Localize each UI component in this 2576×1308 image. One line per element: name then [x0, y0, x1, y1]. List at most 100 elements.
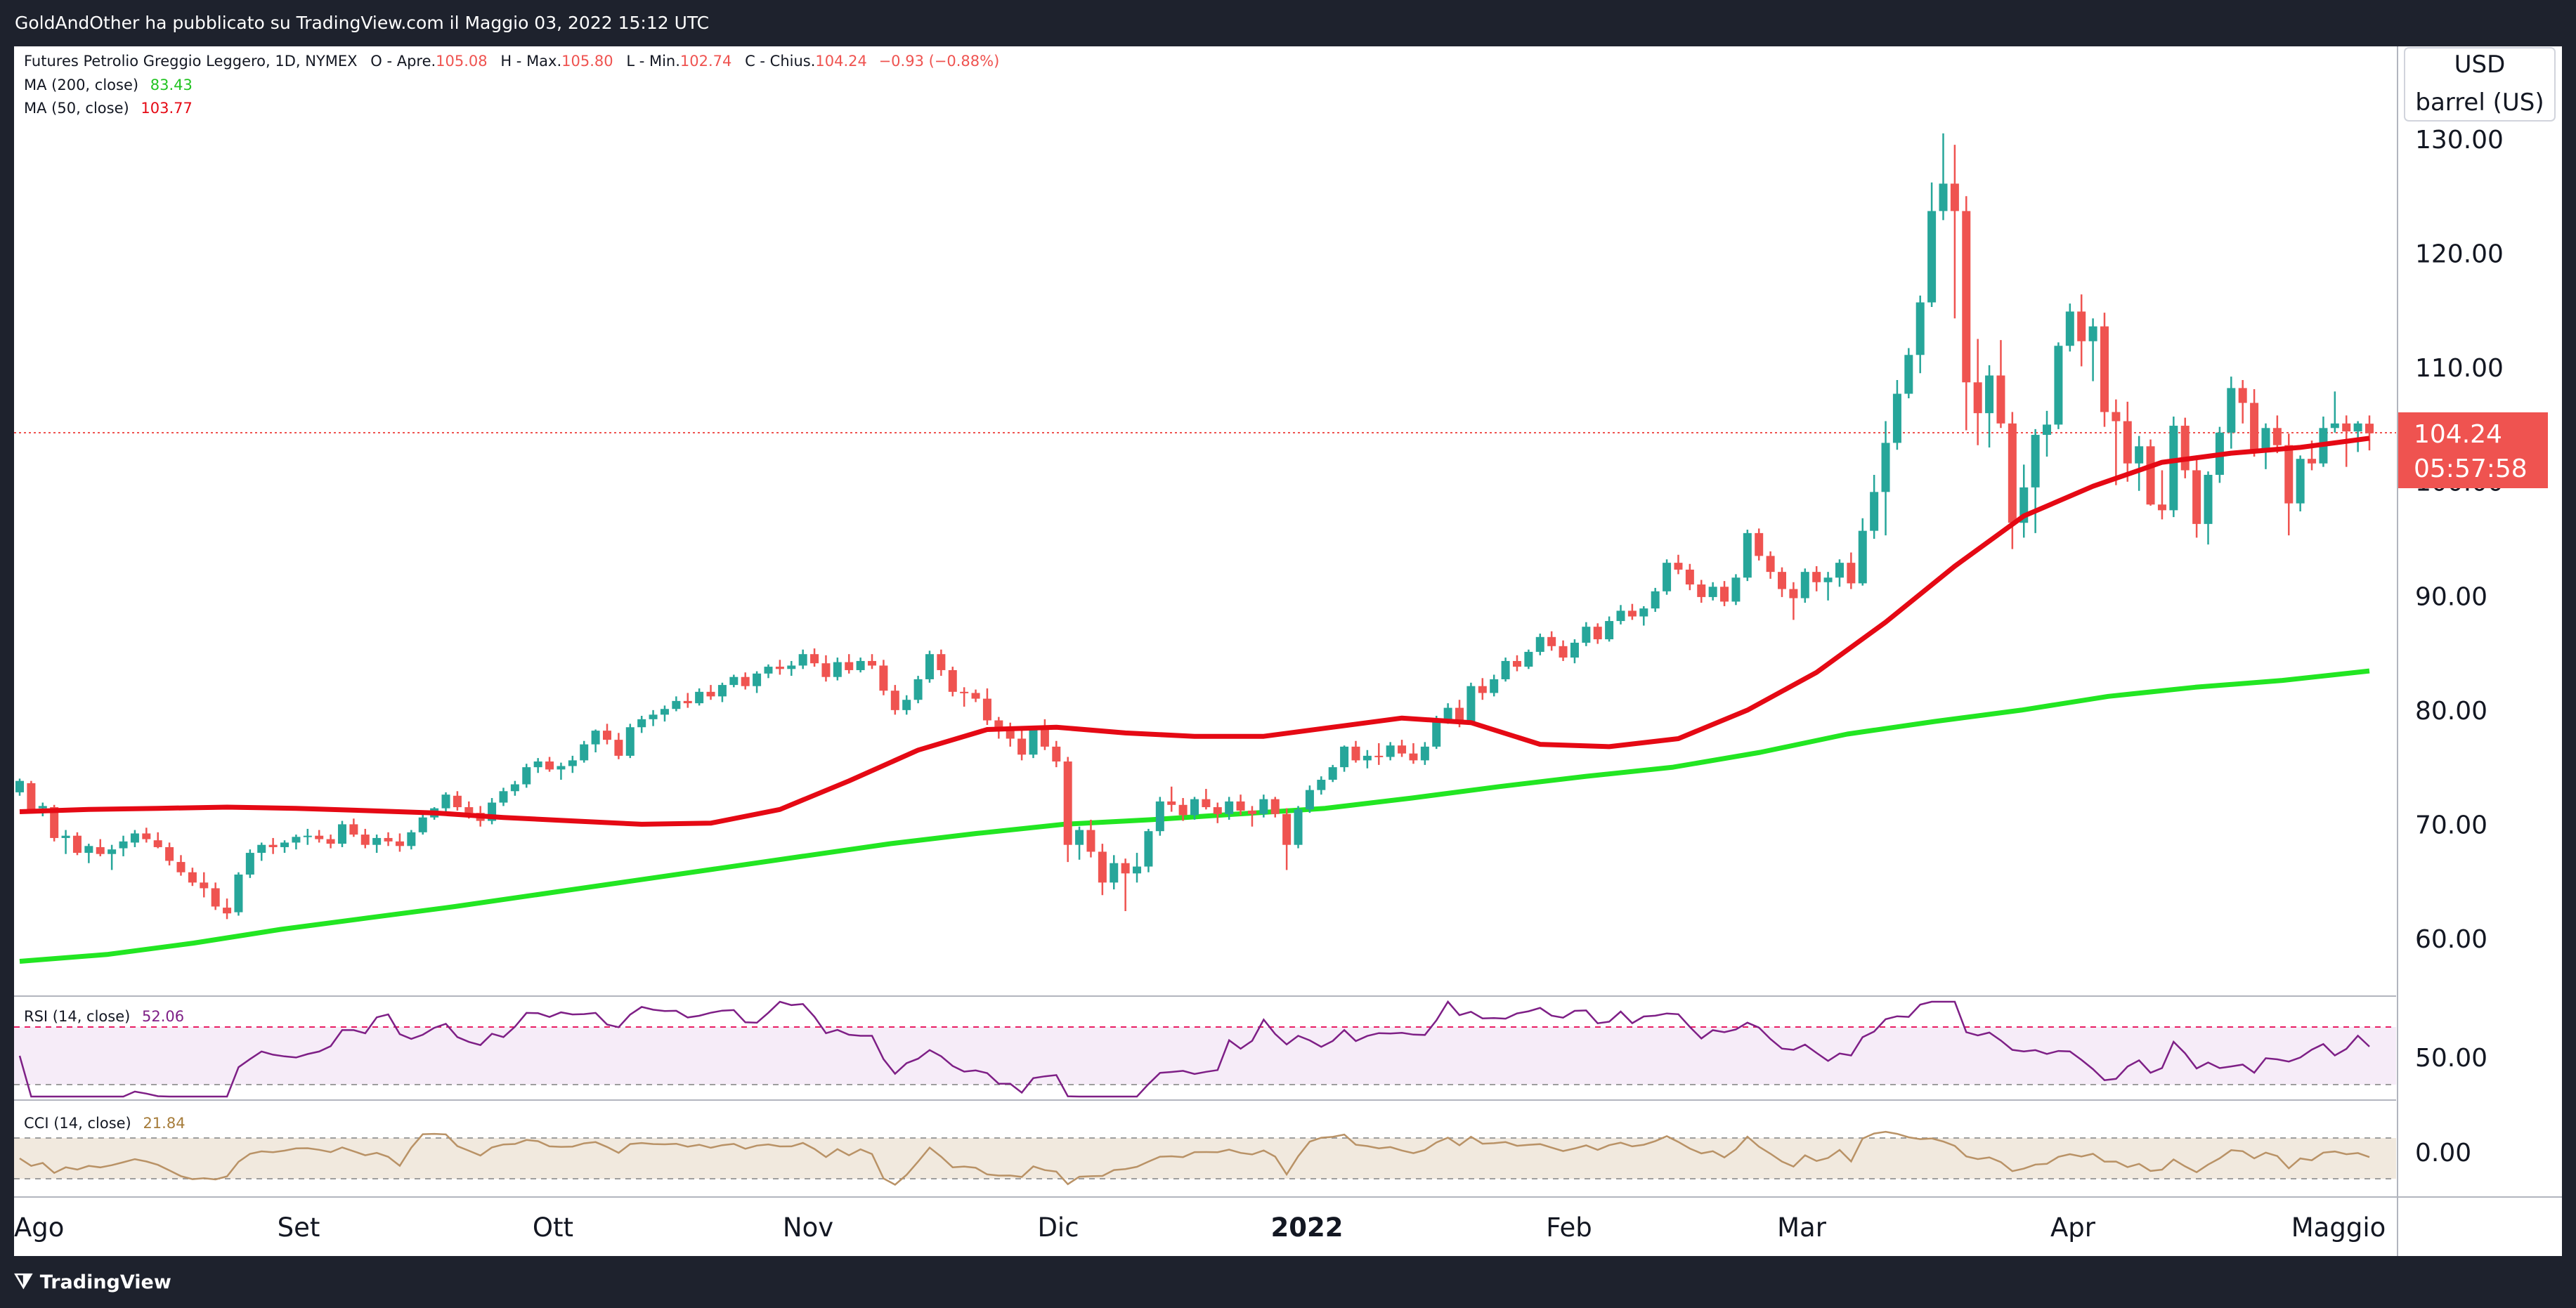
- candle: [1593, 623, 1602, 644]
- candle: [591, 729, 600, 753]
- price-tick: 130.00: [2415, 126, 2504, 155]
- candle: [15, 778, 24, 796]
- tradingview-logo[interactable]: ⧩ TradingView: [14, 1269, 171, 1296]
- legend-close-value: 104.24: [815, 53, 866, 70]
- candle: [787, 660, 796, 676]
- candle: [280, 840, 290, 854]
- candle: [1663, 559, 1672, 595]
- candle: [2353, 421, 2362, 452]
- candle: [2261, 423, 2270, 469]
- candle: [1858, 518, 1867, 586]
- legend-ma200-label: MA (200, close): [24, 77, 138, 93]
- candle: [845, 654, 854, 674]
- candle: [2169, 417, 2178, 518]
- legend-ma200-value: 83.43: [150, 77, 193, 93]
- candle: [1167, 786, 1176, 812]
- candle: [337, 820, 346, 847]
- rsi-scale-tick: 50.00: [2415, 1044, 2487, 1073]
- candle: [1362, 750, 1372, 769]
- candle: [545, 757, 554, 772]
- candle: [741, 672, 750, 690]
- candle: [706, 685, 715, 700]
- ma50-line: [19, 436, 2370, 827]
- candle: [1190, 797, 1199, 820]
- candle: [1236, 794, 1245, 816]
- legend-low-value: 102.74: [680, 53, 731, 70]
- candle: [2192, 455, 2201, 538]
- candle: [1133, 853, 1142, 883]
- rsi-line: [18, 1000, 2370, 1098]
- candle: [2077, 294, 2086, 367]
- chart-canvas[interactable]: Futures Petrolio Greggio Leggero, 1D, NY…: [14, 46, 2562, 1256]
- candle: [1766, 551, 1775, 579]
- time-tick: Dic: [1037, 1212, 1079, 1243]
- candle: [2135, 436, 2144, 491]
- tradingview-logo-text: TradingView: [39, 1271, 171, 1293]
- candle: [1720, 581, 1729, 606]
- candle: [649, 709, 658, 726]
- candle: [119, 835, 128, 856]
- candle: [303, 828, 312, 845]
- candle: [637, 715, 646, 733]
- candle: [1800, 568, 1809, 603]
- price-tick: 120.00: [2415, 240, 2504, 269]
- candle: [2146, 439, 2155, 506]
- candle: [1270, 797, 1280, 818]
- candle: [1616, 605, 1625, 624]
- candle: [2031, 429, 2040, 533]
- candle: [1121, 858, 1130, 911]
- time-tick: Feb: [1546, 1212, 1592, 1243]
- candle: [1052, 740, 1061, 768]
- legend-low-label: L - Min.: [626, 53, 680, 70]
- candle: [2054, 342, 2063, 429]
- time-tick: 2022: [1271, 1212, 1344, 1243]
- candle: [1904, 348, 1913, 399]
- candle: [753, 671, 762, 693]
- candle: [1639, 606, 1648, 626]
- candle: [614, 733, 623, 759]
- unit-label[interactable]: barrel (US): [2415, 89, 2544, 117]
- candle: [625, 724, 635, 759]
- candle: [2100, 313, 2109, 427]
- candle: [257, 842, 266, 861]
- candle: [441, 792, 450, 813]
- candle: [372, 835, 382, 854]
- unit-selector[interactable]: [2404, 47, 2556, 122]
- time-tick: Ago: [14, 1212, 64, 1243]
- candle: [2365, 415, 2374, 451]
- candle: [453, 791, 462, 811]
- candle: [1202, 789, 1211, 810]
- currency-label[interactable]: USD: [2454, 51, 2506, 79]
- time-tick: Maggio: [2291, 1212, 2386, 1243]
- candle: [1535, 633, 1544, 655]
- candle: [1881, 421, 1890, 536]
- price-tick: 110.00: [2415, 354, 2504, 383]
- candle: [902, 695, 911, 715]
- candle: [925, 650, 934, 683]
- candle: [868, 654, 877, 669]
- candle: [1063, 757, 1072, 863]
- time-tick: Ott: [533, 1212, 573, 1243]
- candle: [1478, 678, 1487, 700]
- chart-frame: Futures Petrolio Greggio Leggero, 1D, NY…: [14, 46, 2562, 1256]
- candle: [315, 830, 324, 843]
- candle: [948, 667, 957, 697]
- candle: [418, 813, 427, 835]
- candle: [1605, 616, 1614, 642]
- rsi-legend-label: RSI (14, close): [24, 1008, 130, 1025]
- candle: [764, 664, 773, 679]
- candle: [2204, 471, 2213, 545]
- candle: [1098, 844, 1107, 896]
- legend-ma50-value: 103.77: [141, 100, 192, 117]
- candle: [1870, 474, 1879, 539]
- last-price-label: 104.24: [2414, 420, 2502, 449]
- candle: [2157, 470, 2166, 520]
- top-bar: GoldAndOther ha pubblicato su TradingVie…: [0, 0, 2576, 46]
- publish-attribution: GoldAndOther ha pubblicato su TradingVie…: [15, 13, 710, 33]
- candle: [2043, 410, 2052, 457]
- rsi-band: [14, 1027, 2396, 1085]
- candle: [1075, 826, 1084, 860]
- legend-ma50: MA (50, close) 103.77: [24, 100, 193, 117]
- candle: [695, 688, 704, 706]
- cci-line: [19, 1130, 2370, 1186]
